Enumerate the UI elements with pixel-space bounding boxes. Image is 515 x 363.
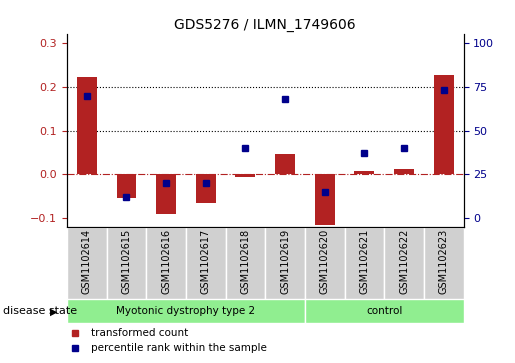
Bar — [345, 227, 384, 299]
Text: GSM1102618: GSM1102618 — [241, 229, 250, 294]
Text: GSM1102622: GSM1102622 — [399, 229, 409, 294]
Text: disease state: disease state — [3, 306, 77, 316]
Text: GSM1102623: GSM1102623 — [439, 229, 449, 294]
Text: percentile rank within the sample: percentile rank within the sample — [91, 343, 267, 352]
Text: GSM1102616: GSM1102616 — [161, 229, 171, 294]
Text: GSM1102619: GSM1102619 — [280, 229, 290, 294]
Bar — [305, 299, 464, 323]
Bar — [67, 227, 107, 299]
Text: GSM1102615: GSM1102615 — [122, 229, 131, 294]
Bar — [77, 77, 97, 174]
Bar — [315, 174, 335, 225]
Bar — [235, 174, 255, 176]
Bar — [186, 227, 226, 299]
Text: GSM1102614: GSM1102614 — [82, 229, 92, 294]
Bar — [156, 174, 176, 214]
Bar — [384, 227, 424, 299]
Bar — [424, 227, 464, 299]
Text: Myotonic dystrophy type 2: Myotonic dystrophy type 2 — [116, 306, 255, 316]
Bar — [434, 75, 454, 174]
Bar — [67, 299, 305, 323]
Text: transformed count: transformed count — [91, 328, 188, 338]
Bar — [275, 154, 295, 174]
Bar — [146, 227, 186, 299]
Bar — [196, 174, 216, 203]
Title: GDS5276 / ILMN_1749606: GDS5276 / ILMN_1749606 — [175, 18, 356, 32]
Bar — [107, 227, 146, 299]
Text: ▶: ▶ — [50, 306, 58, 316]
Bar — [394, 169, 414, 174]
Text: control: control — [366, 306, 402, 316]
Bar — [305, 227, 345, 299]
Text: GSM1102620: GSM1102620 — [320, 229, 330, 294]
Bar — [265, 227, 305, 299]
Bar — [354, 171, 374, 174]
Bar — [226, 227, 265, 299]
Bar — [116, 174, 136, 199]
Text: GSM1102617: GSM1102617 — [201, 229, 211, 294]
Text: GSM1102621: GSM1102621 — [359, 229, 369, 294]
